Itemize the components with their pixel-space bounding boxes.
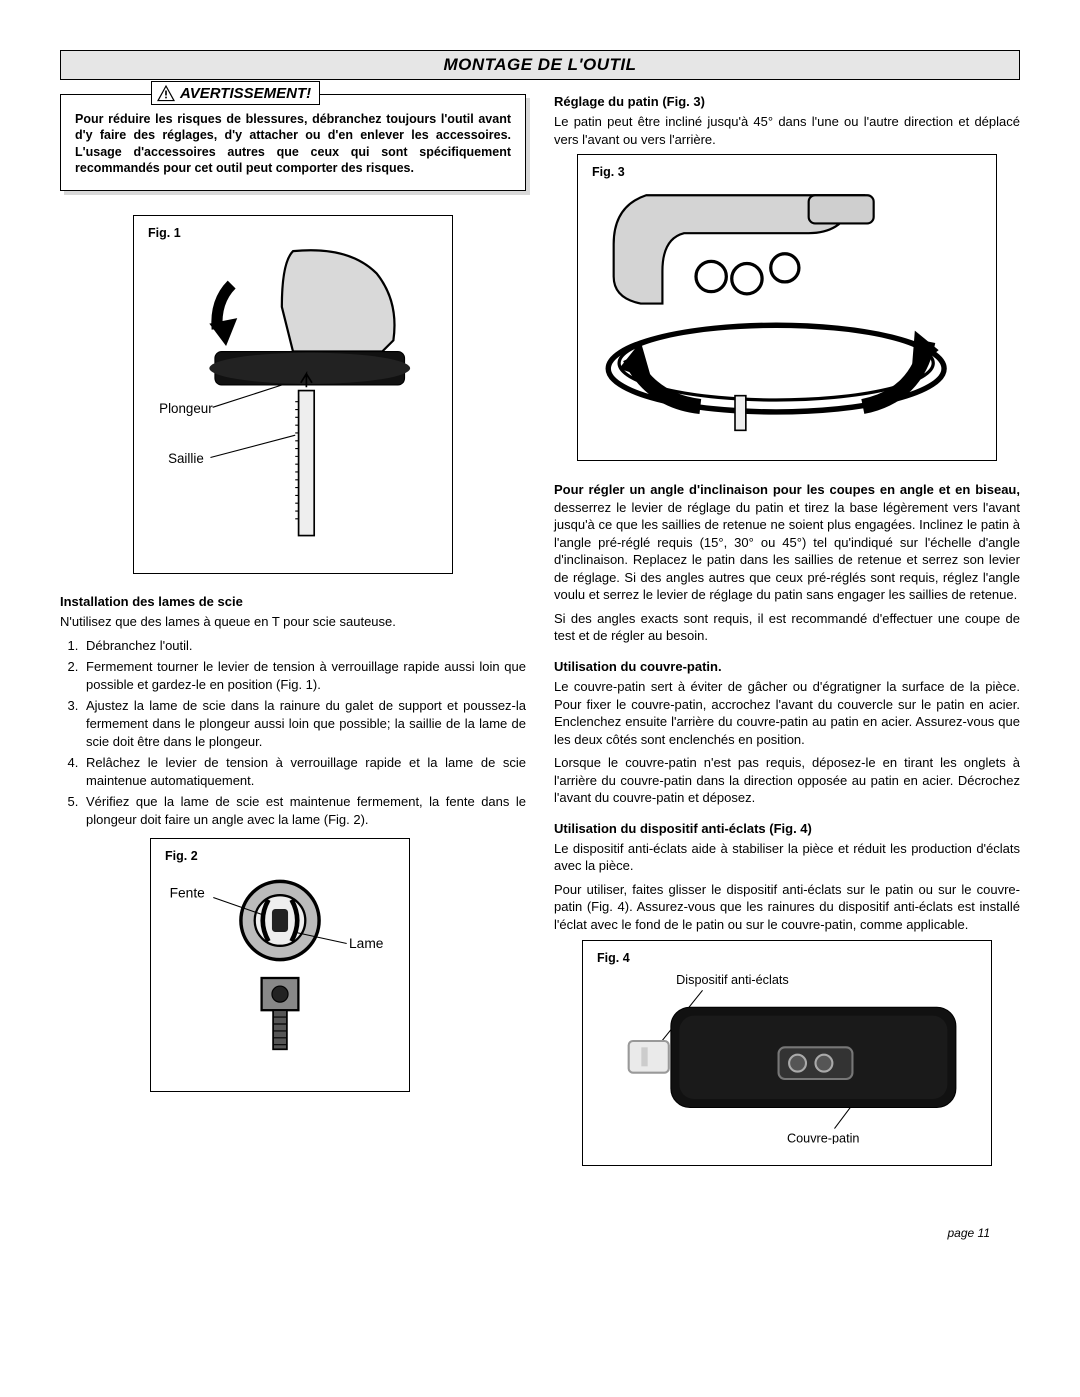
warning-text: Pour réduire les risques de blessures, d…	[75, 111, 511, 176]
fig4-callout-couvre: Couvre-patin	[787, 1131, 859, 1144]
figure-3: Fig. 3	[577, 154, 997, 461]
warning-icon	[156, 84, 176, 102]
heading-couvre: Utilisation du couvre-patin.	[554, 659, 1020, 674]
heading-reglage: Réglage du patin (Fig. 3)	[554, 94, 1020, 109]
p-install: N'utilisez que des lames à queue en T po…	[60, 613, 526, 631]
fig1-label: Fig. 1	[148, 226, 438, 240]
p-regler: Pour régler un angle d'inclinaison pour …	[554, 481, 1020, 604]
fig3-illustration	[592, 179, 982, 439]
fig2-callout-lame: Lame	[349, 936, 384, 951]
warning-label: AVERTISSEMENT!	[151, 81, 320, 105]
right-column: Réglage du patin (Fig. 3) Le patin peut …	[554, 94, 1020, 1186]
heading-install: Installation des lames de scie	[60, 594, 526, 609]
fig4-label: Fig. 4	[597, 951, 977, 965]
fig2-illustration: Fente Lame	[165, 863, 395, 1070]
p-regler2: Si des angles exacts sont requis, il est…	[554, 610, 1020, 645]
step-3: Ajustez la lame de scie dans la rainure …	[82, 697, 526, 750]
heading-anti: Utilisation du dispositif anti-éclats (F…	[554, 821, 1020, 836]
warning-box: AVERTISSEMENT! Pour réduire les risques …	[60, 94, 526, 191]
fig4-illustration: Dispositif anti-éclats Couvre-patin	[597, 965, 977, 1144]
p-reglage: Le patin peut être incliné jusqu'à 45° d…	[554, 113, 1020, 148]
figure-2: Fig. 2 Fente Lame	[150, 838, 410, 1092]
p-regler-rest: desserrez le levier de réglage du patin …	[554, 500, 1020, 603]
section-title: MONTAGE DE L'OUTIL	[60, 50, 1020, 80]
fig1-illustration: Plongeur Saillie	[148, 240, 438, 552]
step-5: Vérifiez que la lame de scie est mainten…	[82, 793, 526, 828]
fig2-label: Fig. 2	[165, 849, 395, 863]
fig3-label: Fig. 3	[592, 165, 982, 179]
fig2-callout-fente: Fente	[170, 886, 206, 901]
p-couvre1: Le couvre-patin sert à éviter de gâcher …	[554, 678, 1020, 748]
figure-4: Fig. 4 Dispositif anti-éclats	[582, 940, 992, 1166]
fig4-callout-dispositif: Dispositif anti-éclats	[676, 973, 789, 987]
p-anti1: Le dispositif anti-éclats aide à stabili…	[554, 840, 1020, 875]
fig1-callout-plongeur: Plongeur	[159, 401, 213, 416]
p-couvre2: Lorsque le couvre-patin n'est pas requis…	[554, 754, 1020, 807]
step-4: Relâchez le levier de tension à verrouil…	[82, 754, 526, 789]
install-steps: Débranchez l'outil. Fermement tourner le…	[60, 637, 526, 828]
fig1-callout-saillie: Saillie	[168, 451, 204, 466]
step-1: Débranchez l'outil.	[82, 637, 526, 655]
left-column: AVERTISSEMENT! Pour réduire les risques …	[60, 94, 526, 1186]
p-regler-bold: Pour régler un angle d'inclinaison pour …	[554, 482, 1020, 497]
figure-1: Fig. 1 Plongeur	[133, 215, 453, 574]
page-number: page 11	[60, 1226, 1020, 1240]
p-anti2: Pour utiliser, faites glisser le disposi…	[554, 881, 1020, 934]
step-2: Fermement tourner le levier de tension à…	[82, 658, 526, 693]
warning-label-text: AVERTISSEMENT!	[180, 85, 311, 102]
